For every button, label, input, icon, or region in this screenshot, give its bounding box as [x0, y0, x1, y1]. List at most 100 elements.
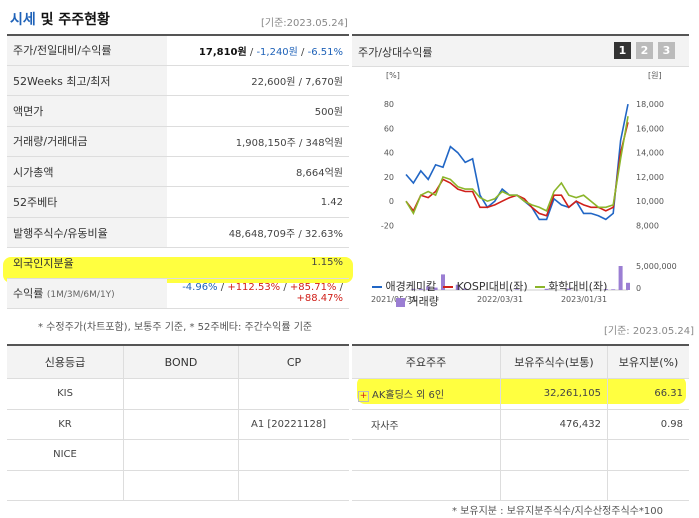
vol-tick: 5,000,000: [636, 262, 677, 271]
quote-value: 500원: [167, 95, 349, 127]
volume-bar: [433, 287, 438, 290]
left-unit: [%]: [386, 71, 400, 80]
legend-swatch: [534, 286, 545, 288]
quote-value: 1.42: [167, 186, 349, 218]
volume-bar: [544, 288, 549, 290]
holder-name: + AK홀딩스 외 6인: [352, 378, 501, 410]
series-line: [405, 122, 629, 217]
table-row: NICE: [7, 439, 349, 471]
y-right-tick: 8,000: [636, 222, 659, 231]
col-header: BOND: [123, 345, 239, 379]
asof-date: [기준:2023.05.24]: [261, 18, 348, 29]
quote-label: 액면가: [7, 95, 167, 127]
volume-bar: [611, 289, 616, 290]
x-tick: 2021/05/31: [371, 295, 417, 304]
table-row: + AK홀딩스 외 6인 32,261,105 66.31: [352, 378, 689, 410]
col-header: 보유주식수(보통): [500, 345, 608, 379]
volume-bar: [566, 288, 571, 290]
col-header: 주요주주: [352, 345, 501, 379]
y-left-tick: 40: [384, 149, 394, 158]
expand-icon[interactable]: +: [358, 390, 369, 402]
holders-footnote: * 보유지분 : 보유지분주식수/지수산정주식수*100: [452, 506, 663, 517]
chart-svg: [%] [원] 80 60 40 20 0 -20 18,000 16,000 14,000 1…: [371, 71, 677, 304]
volume-bar: [515, 289, 519, 290]
y-left-tick: 20: [384, 173, 394, 182]
col-header: 신용등급: [7, 345, 124, 379]
volume-bar: [441, 274, 445, 290]
quote-row: 발행주식수/유동비율 48,648,709주 / 32.63%: [7, 217, 349, 249]
asof-date-2: [기준: 2023.05.24]: [604, 326, 695, 337]
chart-page-2-button[interactable]: 2: [636, 42, 653, 59]
volume-bar: [626, 282, 630, 290]
series-line: [405, 103, 629, 221]
quote-row: 52주베타 1.42: [7, 186, 349, 218]
volume-bar: [426, 286, 431, 290]
volume-bar: [418, 288, 423, 290]
y-right-tick: 18,000: [636, 100, 664, 109]
right-unit: [원]: [648, 71, 662, 80]
quote-label: 발행주식수/유동비율: [7, 217, 167, 249]
quote-label: 52Weeks 최고/최저: [7, 65, 167, 97]
quote-value: 22,600원 / 7,670원: [167, 65, 349, 97]
quote-label: 주가/전일대비/수익률: [7, 35, 167, 66]
table-row: [352, 470, 689, 501]
quote-label: 거래량/거래대금: [7, 126, 167, 158]
quote-row: 시가총액 8,664억원: [7, 156, 349, 188]
y-right-tick: 12,000: [636, 173, 664, 182]
quote-label: 시가총액: [7, 156, 167, 188]
col-header: 보유지분(%): [607, 345, 689, 379]
volume-bar: [603, 289, 608, 290]
table-row: 자사주 476,432 0.98: [352, 409, 689, 440]
chart-panel: 주가/상대수익률 1 2 3 [%] [원] 80 60 40 20 0 -20 18,0…: [352, 34, 689, 312]
price-value: 17,810원 / -1,240원 / -6.51%: [167, 35, 349, 66]
vol-tick: 0: [636, 284, 641, 293]
volume-bar: [455, 284, 460, 290]
quote-footnote: * 수정주가(차트포함), 보통주 기준, * 52주베타: 주간수익률 기준: [38, 322, 313, 333]
return-label: 수익률 (1M/3M/6M/1Y): [7, 278, 167, 310]
y-left-tick: -20: [381, 222, 394, 231]
shareholders-table: 주요주주 보유주식수(보통) 보유지분(%) + AK홀딩스 외 6인 32,26…: [352, 344, 689, 501]
volume-bar: [411, 288, 416, 290]
volume-bar: [618, 266, 623, 290]
x-tick: 2022/03/31: [477, 295, 523, 304]
y-left-tick: 60: [384, 124, 394, 133]
legend-swatch: [372, 286, 382, 288]
series-line: [405, 116, 629, 216]
table-row: [7, 470, 349, 501]
legend-volume: 거래량: [396, 293, 439, 309]
chart-page-1-button[interactable]: 1: [614, 42, 631, 59]
quote-value: 1.15%: [167, 247, 349, 279]
quote-row: 주가/전일대비/수익률 17,810원 / -1,240원 / -6.51%: [7, 35, 349, 66]
quote-value: 8,664억원: [167, 156, 349, 188]
quote-row: 외국인지분율 1.15%: [7, 247, 349, 279]
x-tick: 2023/01/31: [561, 295, 607, 304]
y-left-tick: 0: [389, 197, 394, 206]
chart-page-3-button[interactable]: 3: [658, 42, 675, 59]
quote-row: 수익률 (1M/3M/6M/1Y) -4.96% / +112.53% / +8…: [7, 278, 349, 310]
y-right-tick: 14,000: [636, 149, 664, 158]
quote-table: 주가/전일대비/수익률 17,810원 / -1,240원 / -6.51% 5…: [7, 34, 349, 310]
quote-label: 외국인지분율: [7, 247, 167, 279]
holder-link[interactable]: AK홀딩스 외 6인: [372, 389, 445, 401]
quote-value: 1,908,150주 / 348억원: [167, 126, 349, 158]
table-row: KIS: [7, 378, 349, 410]
y-left-tick: 80: [384, 100, 394, 109]
table-row: [352, 439, 689, 471]
return-values: -4.96% / +112.53% / +85.71% / +88.47%: [167, 278, 349, 310]
page-title: 시세 및 주주현황: [10, 12, 110, 28]
volume-bar: [463, 288, 468, 290]
table-row: KR A1 [20221128]: [7, 409, 349, 440]
quote-row: 52Weeks 최고/최저 22,600원 / 7,670원: [7, 65, 349, 97]
y-right-tick: 10,000: [636, 197, 664, 206]
credit-rating-table: 신용등급 BOND CP KIS KR A1 [20221128] NICE: [7, 344, 349, 501]
legend: 애경케미칼 KOSPI대비(좌) 화학대비(좌): [372, 278, 607, 294]
legend-swatch: [396, 297, 405, 307]
chart-header: 주가/상대수익률 1 2 3: [352, 36, 689, 67]
col-header: CP: [238, 345, 349, 379]
quote-row: 액면가 500원: [7, 95, 349, 127]
legend-swatch: [443, 286, 454, 288]
chart-title: 주가/상대수익률: [358, 46, 433, 59]
quote-row: 거래량/거래대금 1,908,150주 / 348억원: [7, 126, 349, 158]
quote-label: 52주베타: [7, 186, 167, 218]
quote-value: 48,648,709주 / 32.63%: [167, 217, 349, 249]
